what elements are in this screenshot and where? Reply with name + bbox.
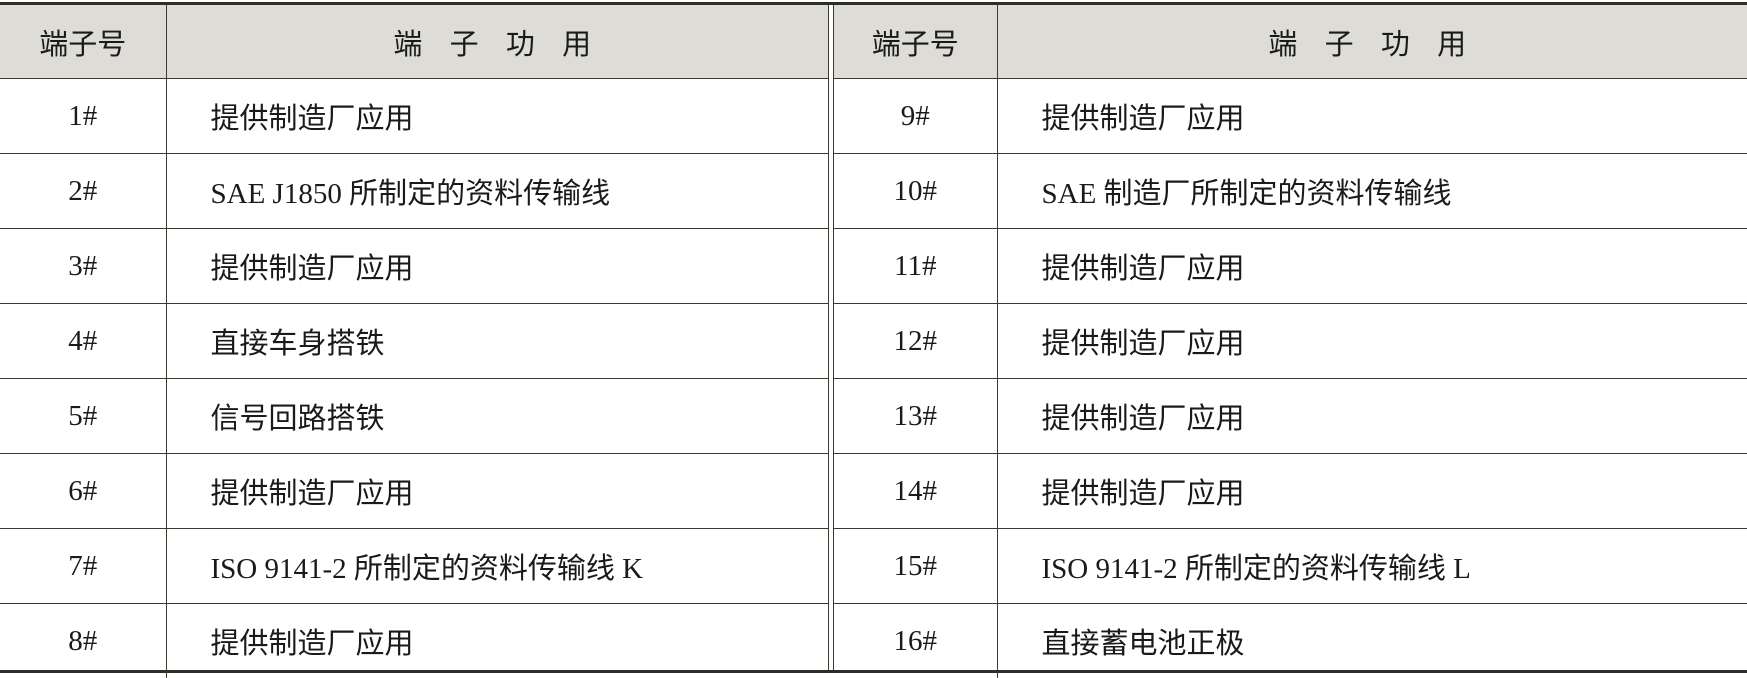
pin-function: 直接车身搭铁: [166, 304, 828, 379]
table-row: 9#提供制造厂应用: [834, 79, 1747, 154]
pin-number: 14#: [834, 454, 997, 529]
pin-number: 10#: [834, 154, 997, 229]
table-row: 8#提供制造厂应用: [0, 604, 828, 678]
pin-number: 9#: [834, 79, 997, 154]
pin-function: ISO 9141-2 所制定的资料传输线 L: [997, 529, 1747, 604]
table-row: 11#提供制造厂应用: [834, 229, 1747, 304]
pin-function: 提供制造厂应用: [166, 79, 828, 154]
header-row: 端子号 端 子 功 用: [834, 5, 1747, 79]
pin-number: 1#: [0, 79, 166, 154]
pin-function: 信号回路搭铁: [166, 379, 828, 454]
pin-number: 2#: [0, 154, 166, 229]
table-row: 15#ISO 9141-2 所制定的资料传输线 L: [834, 529, 1747, 604]
table-row: 14#提供制造厂应用: [834, 454, 1747, 529]
table-row: 12#提供制造厂应用: [834, 304, 1747, 379]
header-pin: 端子号: [834, 5, 997, 79]
table-row: 6#提供制造厂应用: [0, 454, 828, 529]
pin-number: 11#: [834, 229, 997, 304]
table-row: 4#直接车身搭铁: [0, 304, 828, 379]
pin-function: SAE J1850 所制定的资料传输线: [166, 154, 828, 229]
pin-function: 提供制造厂应用: [166, 229, 828, 304]
table-row: 3#提供制造厂应用: [0, 229, 828, 304]
pin-number: 12#: [834, 304, 997, 379]
table-row: 7#ISO 9141-2 所制定的资料传输线 K: [0, 529, 828, 604]
pin-function: 提供制造厂应用: [997, 379, 1747, 454]
header-row: 端子号 端 子 功 用: [0, 5, 828, 79]
table-row: 1#提供制造厂应用: [0, 79, 828, 154]
table-row: 5#信号回路搭铁: [0, 379, 828, 454]
pin-function: 提供制造厂应用: [997, 79, 1747, 154]
pin-number: 4#: [0, 304, 166, 379]
pin-function: ISO 9141-2 所制定的资料传输线 K: [166, 529, 828, 604]
pin-number: 7#: [0, 529, 166, 604]
header-function: 端 子 功 用: [166, 5, 828, 79]
pin-number: 6#: [0, 454, 166, 529]
table-row: 10#SAE 制造厂所制定的资料传输线: [834, 154, 1747, 229]
header-pin: 端子号: [0, 5, 166, 79]
pin-function: 直接蓄电池正极: [997, 604, 1747, 678]
pin-number: 13#: [834, 379, 997, 454]
table-row: 16#直接蓄电池正极: [834, 604, 1747, 678]
table-row: 13#提供制造厂应用: [834, 379, 1747, 454]
pin-number: 8#: [0, 604, 166, 678]
pin-function: 提供制造厂应用: [166, 454, 828, 529]
pin-number: 3#: [0, 229, 166, 304]
pin-function: 提供制造厂应用: [997, 454, 1747, 529]
table-row: 2#SAE J1850 所制定的资料传输线: [0, 154, 828, 229]
pin-function: 提供制造厂应用: [997, 229, 1747, 304]
pin-function: 提供制造厂应用: [166, 604, 828, 678]
header-function: 端 子 功 用: [997, 5, 1747, 79]
pin-number: 5#: [0, 379, 166, 454]
pin-function: 提供制造厂应用: [997, 304, 1747, 379]
pin-function: SAE 制造厂所制定的资料传输线: [997, 154, 1747, 229]
pin-number: 15#: [834, 529, 997, 604]
pin-number: 16#: [834, 604, 997, 678]
